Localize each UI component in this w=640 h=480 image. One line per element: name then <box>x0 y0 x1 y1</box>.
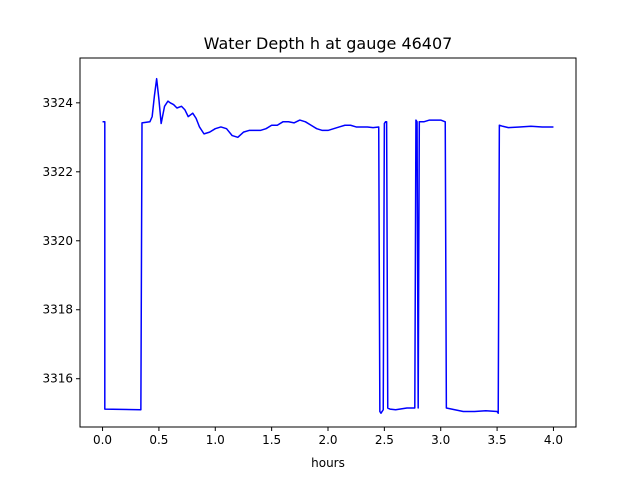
x-tick-label: 0.5 <box>149 433 168 447</box>
x-tick-label: 3.0 <box>431 433 450 447</box>
y-axis-ticks: 3316 3318 3320 3322 3324 <box>42 96 80 386</box>
x-tick-label: 1.5 <box>262 433 281 447</box>
x-axis-ticks: 0.0 0.5 1.0 1.5 2.0 2.5 3.0 3.5 4.0 <box>93 427 563 447</box>
x-axis-label: hours <box>311 456 345 470</box>
y-tick-label: 3316 <box>42 372 73 386</box>
y-tick-label: 3324 <box>42 96 73 110</box>
y-tick-label: 3320 <box>42 234 73 248</box>
x-tick-label: 4.0 <box>544 433 563 447</box>
series-line-0 <box>102 77 554 414</box>
y-tick-label: 3322 <box>42 165 73 179</box>
x-tick-label: 0.0 <box>93 433 112 447</box>
axes-frame <box>79 57 577 428</box>
x-tick-label: 3.5 <box>488 433 507 447</box>
x-tick-label: 2.0 <box>318 433 337 447</box>
x-tick-label: 2.5 <box>375 433 394 447</box>
chart-title: Water Depth h at gauge 46407 <box>204 34 453 53</box>
x-tick-label: 1.0 <box>206 433 225 447</box>
plot-area <box>102 77 554 414</box>
y-tick-label: 3318 <box>42 303 73 317</box>
